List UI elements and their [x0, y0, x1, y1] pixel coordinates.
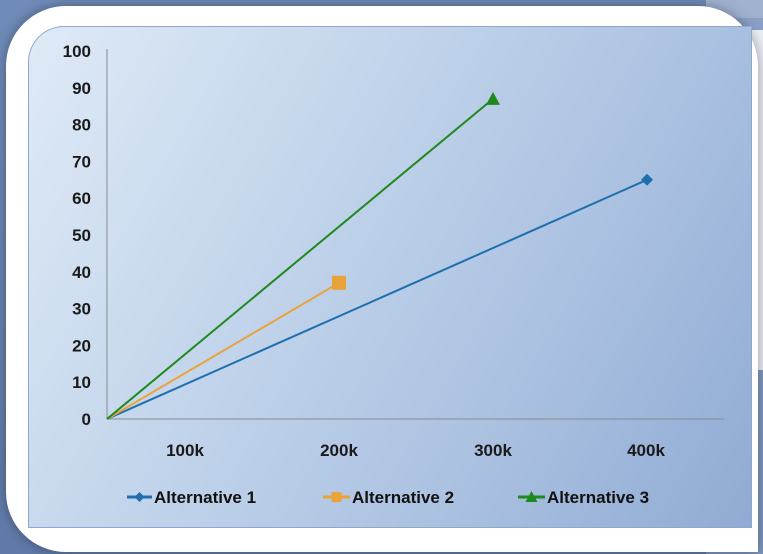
legend-label: Alternative 3 [547, 488, 649, 507]
y-tick-label: 20 [72, 336, 91, 355]
chart-background [28, 26, 752, 528]
y-tick-label: 60 [72, 189, 91, 208]
x-tick-label: 300k [474, 441, 512, 460]
y-tick-label: 40 [72, 263, 91, 282]
legend-marker [134, 492, 145, 502]
legend-item: Alternative 2 [323, 488, 454, 507]
series-1 [106, 173, 653, 420]
legend-item: Alternative 1 [127, 488, 256, 507]
y-tick-label: 70 [72, 152, 91, 171]
data-point-marker [332, 275, 346, 290]
y-tick-label: 80 [72, 116, 91, 135]
series-3 [106, 91, 500, 420]
legend-label: Alternative 1 [154, 488, 256, 507]
series-line [106, 281, 340, 420]
x-tick-label: 400k [627, 441, 665, 460]
y-tick-label: 0 [82, 410, 91, 429]
y-tick-label: 100 [63, 42, 91, 61]
y-tick-label: 50 [72, 226, 91, 245]
y-tick-label: 10 [72, 373, 91, 392]
chart-series [106, 91, 653, 420]
chart-legend: Alternative 1 Alternative 2 Alternative 3 [127, 488, 649, 507]
chart-axes: 0 10 20 30 40 50 60 70 80 90 100 100k 200k 300k 400k [63, 42, 724, 460]
y-tick-label: 30 [72, 300, 91, 319]
legend-marker [331, 492, 342, 502]
legend-item: Alternative 3 [518, 488, 649, 507]
y-tick-label: 90 [72, 79, 91, 98]
legend-label: Alternative 2 [352, 488, 454, 507]
series-2 [106, 275, 346, 420]
x-tick-label: 100k [166, 441, 204, 460]
series-line [106, 98, 494, 420]
x-tick-label: 200k [320, 441, 358, 460]
data-point-marker [641, 173, 653, 186]
series-line [106, 178, 648, 420]
legend-marker [525, 491, 538, 502]
data-point-marker [486, 91, 500, 105]
